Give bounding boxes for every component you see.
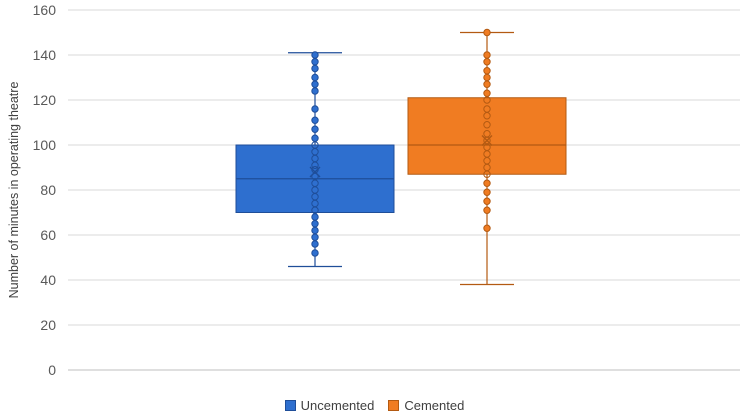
y-tick-label: 80 <box>40 182 56 198</box>
cemented-data-point <box>483 80 491 88</box>
cemented-data-point <box>483 224 491 232</box>
uncemented-data-point <box>311 64 319 73</box>
uncemented-data-point <box>311 213 319 221</box>
cemented-data-point <box>483 121 491 129</box>
uncemented-data-point <box>311 226 319 235</box>
legend-label: Cemented <box>404 398 465 413</box>
uncemented-mean-marker <box>309 166 321 178</box>
cemented-data-point <box>483 28 491 37</box>
legend-swatch <box>284 400 296 411</box>
uncemented-data-point <box>311 249 319 257</box>
legend: Uncemented Cemented <box>0 398 749 413</box>
cemented-data-point <box>483 51 491 59</box>
y-tick-label: 0 <box>48 362 56 378</box>
legend-label: Uncemented <box>300 398 375 413</box>
cemented-data-point <box>483 58 491 66</box>
y-tick-label: 40 <box>40 272 56 288</box>
uncemented-data-point <box>311 80 319 88</box>
legend-item-uncemented: Uncemented <box>284 398 375 413</box>
legend-item-cemented: Cemented <box>388 398 464 413</box>
y-tick-label: 160 <box>33 2 57 18</box>
y-tick-label: 100 <box>33 137 57 153</box>
cemented-data-point <box>483 197 491 205</box>
y-tick-label: 120 <box>33 92 57 108</box>
uncemented-data-point <box>311 233 319 241</box>
cemented-box <box>407 97 567 175</box>
uncemented-data-point <box>311 105 319 113</box>
cemented-data-point <box>483 179 491 187</box>
cemented-data-point <box>483 206 491 214</box>
box-plot: Number of minutes in operating theatre 0… <box>7 2 740 378</box>
legend-swatch <box>388 400 400 411</box>
uncemented-data-point <box>311 87 319 95</box>
uncemented-data-point <box>311 240 319 248</box>
cemented-data-point <box>483 73 491 82</box>
uncemented-data-point <box>311 125 319 133</box>
uncemented-data-point <box>311 134 319 142</box>
cemented-data-point <box>483 67 491 75</box>
cemented-data-point <box>483 188 491 196</box>
y-axis-label: Number of minutes in operating theatre <box>7 82 21 299</box>
y-tick-label: 140 <box>33 47 57 63</box>
y-tick-label: 20 <box>40 317 56 333</box>
uncemented-data-point <box>311 220 319 228</box>
uncemented-data-point <box>311 51 319 59</box>
cemented-mean-marker <box>481 135 493 146</box>
cemented-data-point <box>483 130 491 138</box>
cemented-data-point <box>483 105 491 113</box>
uncemented-data-point <box>311 116 319 124</box>
uncemented-data-point <box>311 73 319 82</box>
cemented-data-point <box>483 89 491 97</box>
uncemented-data-point <box>311 58 319 66</box>
y-tick-label: 60 <box>40 227 56 243</box>
